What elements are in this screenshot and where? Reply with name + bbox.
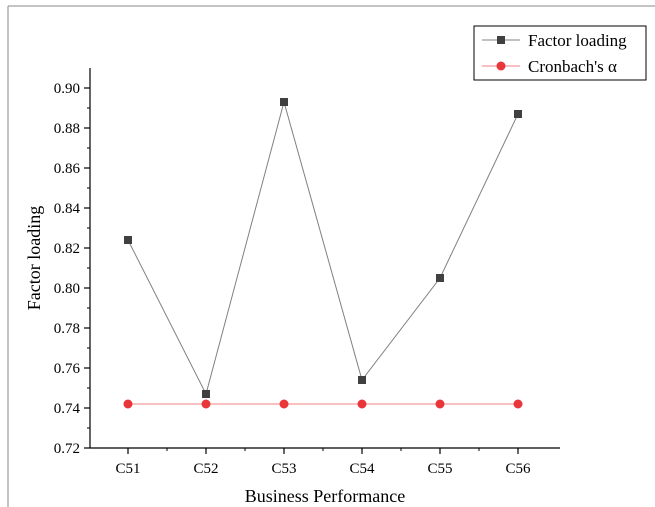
legend-label-factor-loading: Factor loading [528, 31, 627, 50]
x-tick-label: C55 [427, 461, 452, 477]
legend-label-cronbach: Cronbach's α [528, 57, 617, 76]
y-tick-label: 0.76 [54, 361, 81, 377]
y-tick-label: 0.88 [54, 121, 80, 137]
data-point-cronbach [123, 399, 133, 409]
y-tick-label: 0.86 [54, 161, 81, 177]
y-tick-label: 0.74 [54, 401, 81, 417]
data-point-cronbach [435, 399, 445, 409]
data-point-cronbach [513, 399, 523, 409]
x-tick-label: C56 [505, 461, 531, 477]
data-point-cronbach [357, 399, 367, 409]
y-tick-label: 0.78 [54, 321, 80, 337]
legend-marker-square [497, 36, 505, 44]
legend-marker-circle [496, 61, 506, 71]
data-point-factor-loading [514, 110, 522, 118]
y-axis-title: Factor loading [24, 206, 44, 310]
x-axis-ticks: C51 C52 C53 C54 C55 C56 [115, 448, 531, 477]
legend: Factor loading Cronbach's α [473, 25, 647, 81]
x-tick-label: C53 [271, 461, 296, 477]
series-layer [123, 98, 523, 409]
data-point-factor-loading [358, 376, 366, 384]
y-tick-label: 0.80 [54, 281, 80, 297]
x-tick-label: C54 [349, 461, 375, 477]
x-axis-title: Business Performance [245, 486, 405, 506]
x-tick-label: C51 [115, 461, 140, 477]
y-axis-ticks: 0.72 0.74 0.76 0.78 0.80 0.82 0.84 0.86 0.88 0.90 [54, 81, 90, 457]
data-point-factor-loading [436, 274, 444, 282]
data-point-factor-loading [280, 98, 288, 106]
data-point-cronbach [279, 399, 289, 409]
data-point-factor-loading [124, 236, 132, 244]
data-point-cronbach [201, 399, 211, 409]
y-tick-label: 0.90 [54, 81, 80, 97]
y-tick-label: 0.82 [54, 241, 80, 257]
data-point-factor-loading [202, 390, 210, 398]
legend-box [473, 25, 647, 81]
y-tick-label: 0.84 [54, 201, 81, 217]
x-tick-label: C52 [193, 461, 218, 477]
y-tick-label: 0.72 [54, 441, 80, 457]
series-line-factor-loading [127, 100, 519, 396]
